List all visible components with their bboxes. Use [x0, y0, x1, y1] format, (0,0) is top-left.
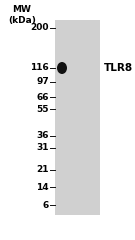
Text: (kDa): (kDa) [8, 16, 36, 25]
Ellipse shape [57, 62, 67, 74]
Text: 55: 55 [36, 104, 49, 114]
Text: 31: 31 [36, 144, 49, 152]
Text: 200: 200 [31, 24, 49, 32]
Text: 21: 21 [36, 166, 49, 174]
Bar [55, 20, 100, 215]
Text: MW: MW [13, 5, 31, 14]
Text: 6: 6 [43, 200, 49, 210]
Text: 14: 14 [36, 182, 49, 192]
Text: 97: 97 [36, 78, 49, 86]
Text: 116: 116 [30, 64, 49, 72]
Text: 36: 36 [36, 132, 49, 140]
Text: 66: 66 [36, 92, 49, 102]
Text: TLR8: TLR8 [104, 63, 133, 73]
